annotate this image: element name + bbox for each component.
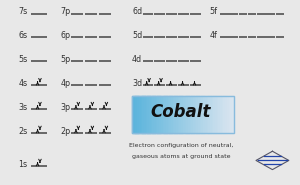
Bar <box>168 96 170 133</box>
Bar <box>218 96 221 133</box>
Bar <box>161 96 163 133</box>
Text: 5p: 5p <box>60 55 71 64</box>
Bar <box>134 96 136 133</box>
Bar <box>195 96 197 133</box>
Text: 4p: 4p <box>60 79 70 88</box>
Bar <box>217 96 219 133</box>
Bar <box>171 96 173 133</box>
Text: 3d: 3d <box>132 79 142 88</box>
Bar <box>174 96 177 133</box>
Bar <box>229 96 231 133</box>
Bar <box>132 96 234 133</box>
Bar <box>173 96 175 133</box>
Bar <box>198 96 200 133</box>
Text: 5s: 5s <box>19 55 28 64</box>
Bar <box>210 96 212 133</box>
Text: 3s: 3s <box>19 103 28 112</box>
Bar <box>132 96 134 133</box>
Bar <box>203 96 206 133</box>
Bar <box>184 96 187 133</box>
Bar <box>156 96 158 133</box>
Bar <box>179 96 182 133</box>
Bar <box>146 96 148 133</box>
Bar <box>224 96 226 133</box>
Bar <box>136 96 138 133</box>
Bar <box>154 96 156 133</box>
Bar <box>212 96 214 133</box>
Text: Cobalt: Cobalt <box>151 103 211 121</box>
Bar <box>191 96 194 133</box>
Bar <box>152 96 155 133</box>
Bar <box>178 96 180 133</box>
Bar <box>139 96 141 133</box>
Bar <box>215 96 217 133</box>
Bar <box>225 96 227 133</box>
Text: 4d: 4d <box>132 55 142 64</box>
Bar <box>196 96 199 133</box>
Bar <box>193 96 195 133</box>
Bar <box>149 96 151 133</box>
Text: 3p: 3p <box>60 103 70 112</box>
Bar <box>169 96 172 133</box>
Bar <box>213 96 216 133</box>
Bar <box>181 96 183 133</box>
Bar <box>151 96 153 133</box>
Bar <box>230 96 232 133</box>
Text: 4f: 4f <box>210 31 218 40</box>
Bar <box>208 96 211 133</box>
Bar <box>142 96 145 133</box>
Bar <box>205 96 207 133</box>
Bar <box>190 96 192 133</box>
Text: 6d: 6d <box>132 7 142 16</box>
Bar <box>183 96 185 133</box>
Bar <box>159 96 161 133</box>
Bar <box>166 96 168 133</box>
Bar <box>147 96 150 133</box>
Bar <box>158 96 160 133</box>
Text: 2p: 2p <box>60 127 71 136</box>
Bar <box>176 96 178 133</box>
Text: 5f: 5f <box>210 7 218 16</box>
Text: 6s: 6s <box>19 31 28 40</box>
Text: gaseous atoms at ground state: gaseous atoms at ground state <box>132 154 230 159</box>
Text: 1s: 1s <box>19 160 28 169</box>
Bar <box>164 96 167 133</box>
Text: 7p: 7p <box>60 7 71 16</box>
Bar <box>140 96 143 133</box>
Bar <box>206 96 209 133</box>
Bar <box>200 96 202 133</box>
Bar <box>163 96 165 133</box>
Bar <box>202 96 204 133</box>
Bar <box>222 96 224 133</box>
Text: 2s: 2s <box>19 127 28 136</box>
Bar <box>227 96 229 133</box>
Text: 7s: 7s <box>19 7 28 16</box>
Text: 4s: 4s <box>19 79 28 88</box>
Bar <box>137 96 140 133</box>
Bar <box>232 96 234 133</box>
Bar <box>186 96 188 133</box>
Bar <box>144 96 146 133</box>
Bar <box>188 96 190 133</box>
Text: 6p: 6p <box>60 31 70 40</box>
Bar <box>220 96 222 133</box>
Text: Electron configuration of neutral,: Electron configuration of neutral, <box>129 143 233 148</box>
Text: 5d: 5d <box>132 31 142 40</box>
